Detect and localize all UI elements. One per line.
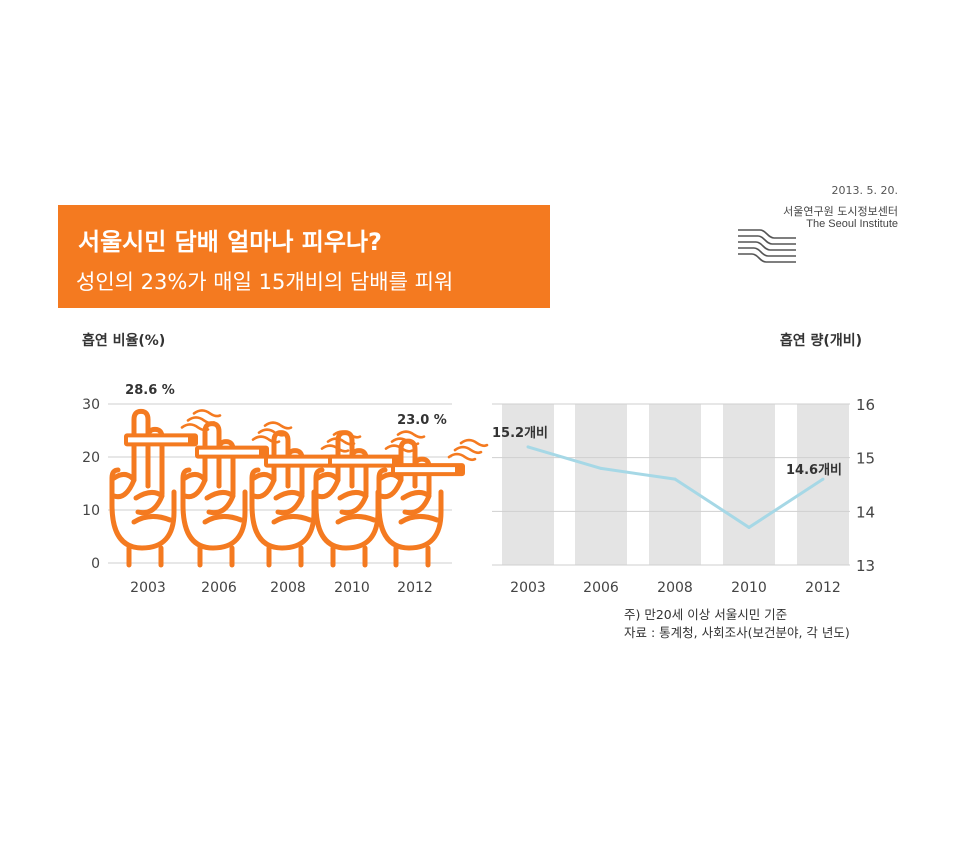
y-tick-label: 0	[91, 556, 100, 572]
column-band	[797, 404, 849, 565]
cigarette-tip	[259, 447, 267, 457]
column-band	[649, 404, 701, 565]
data-point	[673, 477, 677, 481]
right-chart-ylabel: 흡연 량(개비)	[779, 333, 862, 349]
institute-name-en: The Seoul Institute	[806, 218, 898, 230]
data-point	[821, 477, 825, 481]
y-tick-label: 13	[856, 557, 875, 575]
y-tick-label: 30	[82, 397, 100, 413]
x-tick-label: 2006	[201, 580, 237, 596]
footnotes: 주) 만20세 이상 서울시민 기준 자료 : 통계청, 사회조사(보건분야, …	[624, 606, 850, 642]
data-label-last: 14.6개비	[786, 463, 842, 478]
data-point	[599, 466, 603, 470]
data-label-last: 23.0 %	[397, 413, 447, 428]
cigarette-tip	[188, 435, 196, 445]
x-tick-label: 2012	[397, 580, 433, 596]
left-chart-ylabel: 흡연 비율(%)	[82, 333, 166, 349]
data-point	[526, 445, 530, 449]
smoke-line	[459, 438, 489, 448]
column-band	[723, 404, 775, 565]
page-subtitle: 성인의 23%가 매일 15개비의 담배를 피워	[76, 270, 454, 294]
smoke-line	[263, 421, 293, 430]
data-label-first: 15.2개비	[492, 426, 548, 441]
smoke-line	[447, 452, 477, 462]
footnote-source: 자료 : 통계청, 사회조사(보건분야, 각 년도)	[624, 625, 850, 640]
smoke-line	[396, 430, 426, 439]
y-tick-label: 20	[82, 450, 100, 466]
smoke-line	[453, 445, 483, 455]
seoul-institute-logo-icon	[738, 229, 796, 263]
hand-holding-cigarette-icon	[313, 430, 426, 568]
cigarette-tip	[455, 465, 463, 475]
x-tick-label: 2012	[805, 580, 841, 596]
institute-name-ko: 서울연구원 도시정보센터	[783, 205, 898, 218]
y-tick-label: 15	[856, 450, 875, 468]
x-tick-label: 2006	[583, 580, 619, 596]
x-tick-label: 2003	[130, 580, 166, 596]
column-band	[575, 404, 627, 565]
footnote-basis: 주) 만20세 이상 서울시민 기준	[624, 607, 788, 622]
date-label: 2013. 5. 20.	[831, 184, 898, 197]
page-title: 서울시민 담배 얼마나 피우나?	[78, 228, 382, 256]
x-tick-label: 2008	[657, 580, 693, 596]
x-tick-label: 2008	[270, 580, 306, 596]
smoke-line	[192, 409, 222, 418]
column-band	[502, 404, 554, 565]
x-tick-label: 2010	[731, 580, 767, 596]
cigarette-tip	[392, 456, 400, 466]
hand-holding-cigarette-icon	[376, 438, 489, 568]
x-tick-label: 2003	[510, 580, 546, 596]
hand-holding-cigarette-icon	[180, 421, 293, 568]
y-tick-label: 16	[856, 396, 875, 414]
y-tick-label: 10	[82, 503, 100, 519]
x-tick-label: 2010	[334, 580, 370, 596]
title-banner	[58, 205, 550, 308]
data-point	[747, 525, 751, 529]
data-label-first: 28.6 %	[125, 383, 175, 398]
y-tick-label: 14	[856, 503, 875, 521]
